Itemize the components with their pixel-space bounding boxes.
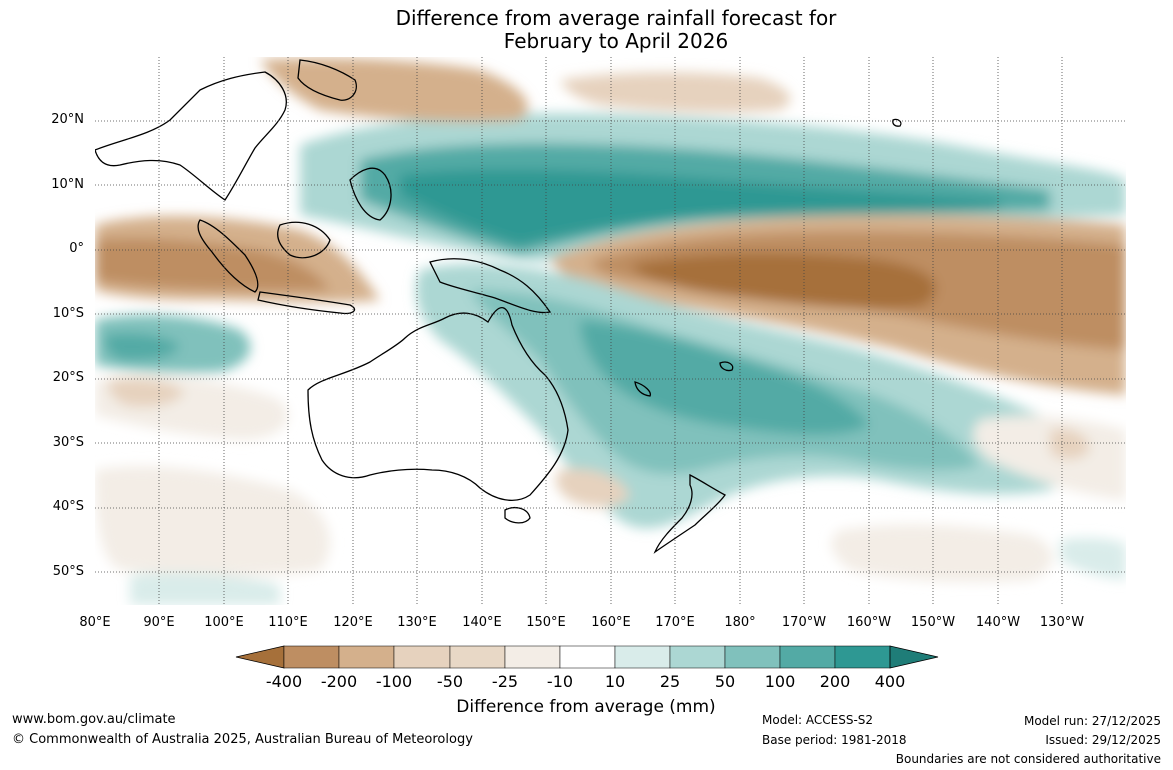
lon-label: 80°E bbox=[79, 615, 111, 630]
website-link[interactable]: www.bom.gov.au/climate bbox=[12, 712, 176, 727]
colorbar-swatch bbox=[504, 645, 561, 669]
colorbar-label: -100 bbox=[375, 672, 413, 691]
lat-label: 40°S bbox=[52, 499, 84, 514]
lon-label: 180° bbox=[724, 615, 756, 630]
coastlines bbox=[95, 59, 902, 554]
lat-label: 50°S bbox=[52, 564, 84, 579]
lon-label: 140°W bbox=[975, 615, 1021, 630]
colorbar-label: -400 bbox=[265, 672, 303, 691]
colorbar-label: -25 bbox=[491, 672, 519, 691]
lat-label: 10°N bbox=[51, 177, 84, 192]
copyright-text: © Commonwealth of Australia 2025, Austra… bbox=[12, 732, 473, 747]
colorbar-label: 200 bbox=[819, 672, 851, 691]
lon-label: 160°E bbox=[591, 615, 631, 630]
colorbar-swatch bbox=[449, 645, 506, 669]
lat-label: 10°S bbox=[52, 306, 84, 321]
colorbar-swatch bbox=[834, 645, 891, 669]
lon-label: 130°W bbox=[1039, 615, 1085, 630]
colorbar-extend-high bbox=[889, 645, 939, 669]
colorbar-label: 100 bbox=[764, 672, 796, 691]
colorbar-label: 25 bbox=[659, 672, 681, 691]
colorbar-label: 50 bbox=[714, 672, 736, 691]
map-title-line2: February to April 2026 bbox=[503, 29, 729, 53]
lon-label: 140°E bbox=[462, 615, 502, 630]
lat-label: 20°S bbox=[52, 370, 84, 385]
lon-label: 120°E bbox=[333, 615, 373, 630]
colorbar-extend-low bbox=[235, 645, 285, 669]
lon-label: 130°E bbox=[397, 615, 437, 630]
colorbar-swatch bbox=[559, 645, 616, 669]
boundaries-disclaimer: Boundaries are not considered authoritat… bbox=[895, 752, 1161, 766]
colorbar-label: -50 bbox=[436, 672, 464, 691]
rainfall-anomaly-field bbox=[95, 58, 1126, 605]
lon-label: 150°E bbox=[526, 615, 566, 630]
lon-label: 170°E bbox=[655, 615, 695, 630]
colorbar-label: 10 bbox=[604, 672, 626, 691]
colorbar bbox=[235, 645, 939, 669]
lat-label: 30°S bbox=[52, 435, 84, 450]
lat-label: 20°N bbox=[51, 112, 84, 127]
graticule bbox=[95, 57, 1126, 605]
colorbar-swatch bbox=[283, 645, 340, 669]
colorbar-swatch bbox=[669, 645, 726, 669]
colorbar-swatch bbox=[338, 645, 395, 669]
lat-label: 0° bbox=[69, 241, 84, 256]
colorbar-label: 400 bbox=[874, 672, 906, 691]
lon-label: 170°W bbox=[781, 615, 827, 630]
lon-label: 90°E bbox=[143, 615, 175, 630]
map-title-line1: Difference from average rainfall forecas… bbox=[395, 6, 837, 30]
colorbar-swatch bbox=[614, 645, 671, 669]
lon-label: 160°W bbox=[846, 615, 892, 630]
lon-label: 100°E bbox=[204, 615, 244, 630]
model-name: Model: ACCESS-S2 bbox=[762, 713, 874, 727]
base-period: Base period: 1981-2018 bbox=[762, 733, 907, 747]
colorbar-label: -10 bbox=[546, 672, 574, 691]
issued-date: Issued: 29/12/2025 bbox=[1045, 733, 1161, 747]
colorbar-swatch bbox=[724, 645, 781, 669]
colorbar-swatch bbox=[393, 645, 451, 669]
colorbar-title: Difference from average (mm) bbox=[456, 697, 716, 717]
model-run-date: Model run: 27/12/2025 bbox=[1023, 714, 1161, 728]
colorbar-label: -200 bbox=[320, 672, 358, 691]
colorbar-swatch bbox=[779, 645, 836, 669]
lon-label: 110°E bbox=[268, 615, 308, 630]
lon-label: 150°W bbox=[910, 615, 956, 630]
